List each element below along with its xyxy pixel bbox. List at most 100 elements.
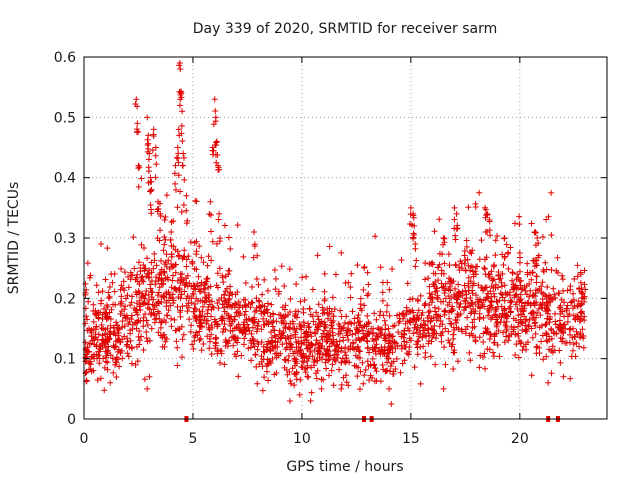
- data-point: [548, 267, 555, 274]
- data-point: [376, 326, 383, 333]
- data-point: [414, 338, 421, 345]
- data-point: [481, 266, 488, 273]
- data-point: [174, 248, 181, 255]
- data-point: [149, 147, 156, 154]
- data-point: [497, 290, 504, 297]
- data-point: [128, 293, 135, 300]
- data-point: [314, 313, 321, 320]
- data-point: [298, 341, 305, 348]
- data-point: [241, 302, 248, 309]
- data-point: [241, 335, 248, 342]
- data-point: [486, 309, 493, 316]
- data-point: [461, 260, 468, 267]
- data-point: [561, 321, 568, 328]
- data-point: [269, 323, 276, 330]
- data-point: [263, 341, 270, 348]
- data-point: [548, 335, 555, 342]
- data-point: [179, 336, 186, 343]
- data-point: [399, 310, 406, 317]
- data-point: [217, 235, 224, 242]
- data-point: [399, 360, 406, 367]
- data-point: [521, 284, 528, 291]
- data-point: [136, 289, 143, 296]
- data-point: [366, 377, 373, 384]
- data-point: [134, 120, 141, 127]
- data-point: [559, 338, 566, 345]
- data-point: [441, 260, 448, 267]
- data-point: [253, 307, 260, 314]
- data-point: [454, 311, 461, 318]
- data-point: [528, 276, 535, 283]
- data-point: [577, 334, 584, 341]
- data-point: [428, 338, 435, 345]
- data-point: [147, 187, 154, 194]
- data-point: [534, 235, 541, 241]
- data-point: [204, 317, 211, 324]
- data-point: [532, 330, 539, 337]
- data-point: [421, 302, 428, 309]
- data-point: [112, 332, 119, 339]
- data-point: [176, 309, 183, 316]
- data-point: [469, 290, 476, 297]
- data-point: [332, 271, 339, 278]
- data-point: [188, 322, 195, 329]
- data-point: [414, 297, 421, 304]
- data-point: [128, 344, 135, 351]
- data-point: [535, 254, 542, 261]
- data-point: [559, 276, 566, 283]
- data-point: [247, 344, 254, 351]
- data-point: [155, 299, 162, 306]
- data-point: [212, 142, 219, 149]
- data-point: [344, 327, 351, 334]
- data-point: [400, 310, 407, 317]
- data-point: [440, 283, 447, 290]
- data-point: [213, 240, 220, 247]
- data-point: [455, 358, 462, 365]
- data-point: [455, 281, 462, 288]
- data-point: [407, 319, 414, 326]
- data-point: [494, 232, 501, 239]
- data-point: [522, 346, 529, 353]
- data-point: [140, 262, 147, 269]
- data-point: [299, 274, 306, 281]
- data-point: [88, 333, 95, 340]
- data-point: [532, 242, 539, 249]
- data-point: [140, 323, 147, 330]
- data-point: [144, 300, 151, 307]
- data-point: [242, 308, 249, 315]
- data-point: [372, 233, 379, 240]
- data-point: [330, 354, 337, 361]
- data-point: [102, 276, 109, 283]
- data-point: [165, 276, 172, 283]
- data-point: [206, 335, 213, 342]
- data-point: [258, 339, 265, 346]
- data-point: [167, 236, 174, 243]
- data-point: [328, 367, 335, 374]
- data-point: [312, 370, 319, 377]
- data-point: [578, 284, 585, 291]
- data-point: [197, 288, 204, 295]
- data-point: [472, 204, 479, 211]
- data-point: [321, 270, 328, 277]
- data-point: [471, 316, 478, 323]
- data-point: [518, 286, 525, 293]
- data-point: [167, 302, 174, 309]
- data-point: [425, 340, 432, 347]
- data-point: [256, 361, 263, 368]
- data-point: [145, 168, 152, 175]
- axis-ticks: 0 0.1 0.2 0.3 0.4 0.5 0.6 0 5 10 15 20: [54, 50, 607, 447]
- data-point: [424, 326, 431, 333]
- data-point: [150, 126, 157, 133]
- data-point: [431, 228, 438, 235]
- data-point: [566, 339, 573, 346]
- data-point: [470, 306, 477, 313]
- data-point: [213, 282, 220, 289]
- data-point: [97, 300, 104, 307]
- data-point: [548, 296, 555, 303]
- x-tick-label: 10: [293, 431, 311, 447]
- data-point: [176, 252, 183, 259]
- data-point: [369, 335, 376, 342]
- data-point: [305, 339, 312, 346]
- data-point: [410, 315, 417, 322]
